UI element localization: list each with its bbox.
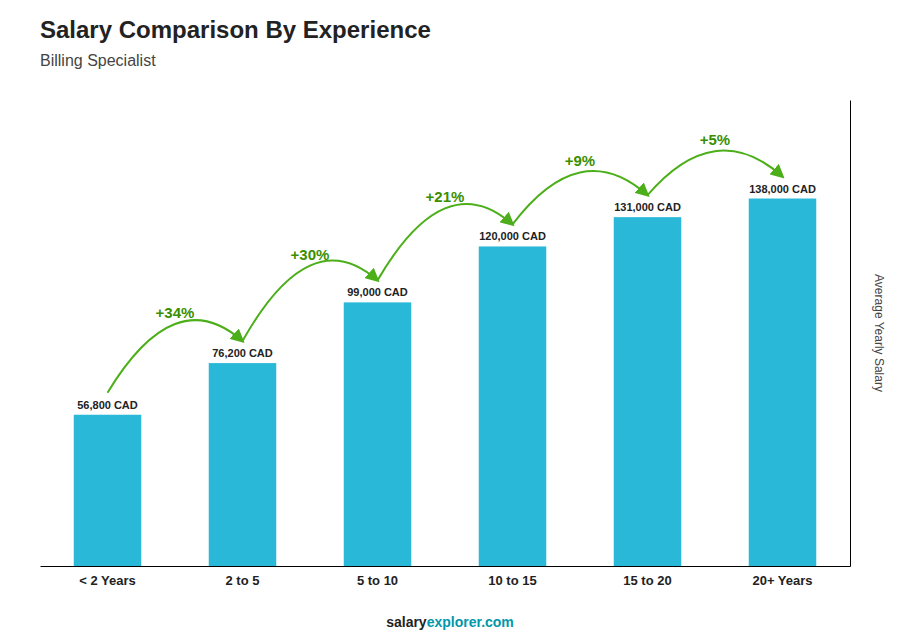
annotation: +34% [156, 304, 195, 321]
growth-annotations: +34% +30% +21% +9% +5% [108, 131, 783, 393]
growth-arrow [378, 204, 513, 280]
footer-part: salary [386, 614, 427, 630]
x-tick: 2 to 5 [226, 566, 260, 588]
x-tick-label: 10 to 15 [488, 573, 536, 588]
bar [614, 217, 682, 566]
data-label: 131,000 CAD [614, 201, 681, 213]
y-axis-line [850, 101, 851, 567]
annotation: +5% [700, 131, 730, 148]
data-label: 99,000 CAD [347, 286, 408, 298]
bar [749, 199, 817, 566]
x-axis-line [41, 566, 851, 567]
annotation: +21% [426, 188, 465, 205]
x-tick-label: 5 to 10 [357, 573, 398, 588]
bar [209, 363, 277, 566]
data-labels: 56,800 CAD 76,200 CAD 99,000 CAD 120,000 CA… [77, 183, 816, 411]
x-tick: 5 to 10 [357, 566, 398, 588]
y-axis-title: Average Yearly Salary [872, 274, 886, 392]
data-label: 56,800 CAD [77, 399, 138, 411]
x-tick: 20+ Years [752, 566, 812, 588]
growth-arrow [513, 171, 648, 224]
x-tick: 10 to 15 [488, 566, 536, 588]
annotation: +9% [565, 152, 595, 169]
bar [74, 415, 142, 566]
data-label: 138,000 CAD [749, 183, 816, 195]
data-label: 76,200 CAD [212, 347, 273, 359]
title: Salary Comparison By Experience [40, 16, 431, 43]
x-tick-label: 20+ Years [752, 573, 812, 588]
x-tick-label: 15 to 20 [623, 573, 671, 588]
bar [344, 302, 412, 566]
bar [479, 246, 547, 566]
x-tick: 15 to 20 [623, 566, 671, 588]
growth-arrow [108, 320, 243, 393]
x-tick-label: 2 to 5 [226, 573, 260, 588]
growth-arrow [243, 260, 378, 341]
y-axis [850, 101, 851, 567]
x-tick: < 2 Years [79, 566, 136, 588]
footer-part: explorer.com [427, 614, 514, 630]
x-tick-label: < 2 Years [79, 573, 136, 588]
growth-arrow [648, 151, 783, 196]
footer: salaryexplorer.com [386, 614, 514, 630]
data-label: 120,000 CAD [479, 230, 546, 242]
chart: Salary Comparison By Experience Billing S… [0, 0, 900, 641]
plot: < 2 Years 2 to 5 5 to 10 10 to 15 15 to 20 20… [41, 101, 851, 589]
bars [74, 199, 817, 566]
subtitle: Billing Specialist [40, 52, 156, 69]
x-axis: < 2 Years 2 to 5 5 to 10 10 to 15 15 to 20 20… [41, 566, 851, 588]
annotation: +30% [291, 246, 330, 263]
